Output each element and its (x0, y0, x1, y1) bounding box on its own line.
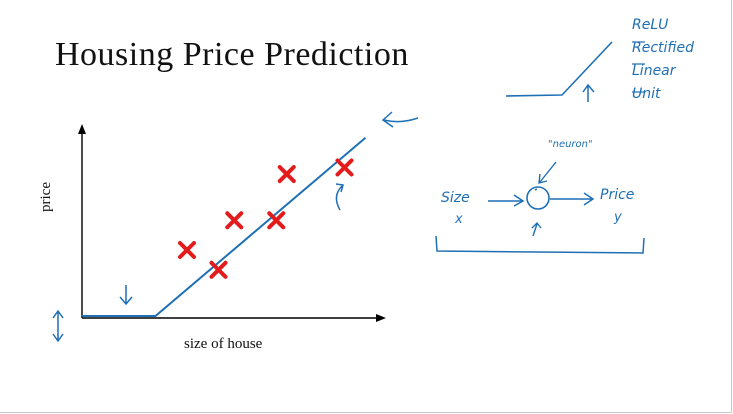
input-arrow (488, 194, 525, 207)
y-axis-arrow (78, 124, 86, 134)
data-point-4 (267, 211, 286, 230)
neuron-dot (534, 188, 538, 191)
neuron-circle (526, 186, 550, 210)
line-pointer-arrow (381, 111, 419, 128)
x-axis-label: size of house (184, 336, 263, 352)
relu-word-linear: Linear (632, 63, 676, 79)
relu-pointer-arrow (582, 83, 595, 102)
neuron-label-arrow (538, 161, 557, 184)
data-point-2 (209, 260, 228, 279)
down-arrow-annotation (119, 285, 133, 306)
y-axis-label: price (38, 182, 54, 212)
slide-title: Housing Price Prediction (55, 36, 409, 73)
fit-line (82, 137, 367, 317)
chart-layer (82, 137, 367, 317)
input-variable: x (455, 212, 463, 227)
data-point-5 (277, 165, 296, 184)
data-point-1 (178, 241, 196, 259)
neuron-label: "neuron" (548, 139, 593, 150)
output-label: Price (600, 187, 635, 203)
neuron-under-arrow (531, 221, 542, 237)
curved-arrow-annotation (335, 183, 344, 211)
output-arrow (550, 192, 595, 206)
output-variable: y (614, 210, 622, 225)
data-point-6 (335, 158, 354, 177)
data-point-3 (225, 211, 244, 230)
vertical-double-arrow-annotation (52, 309, 64, 343)
relu-word-unit: Unit (632, 86, 661, 102)
neuron-bracket (435, 235, 645, 254)
x-axis-arrow (376, 314, 386, 322)
relu-sketch (505, 41, 613, 97)
relu-word-relu: ReLU (632, 17, 669, 33)
relu-word-rectified: Rectified (632, 40, 694, 56)
input-label: Size (441, 190, 470, 206)
